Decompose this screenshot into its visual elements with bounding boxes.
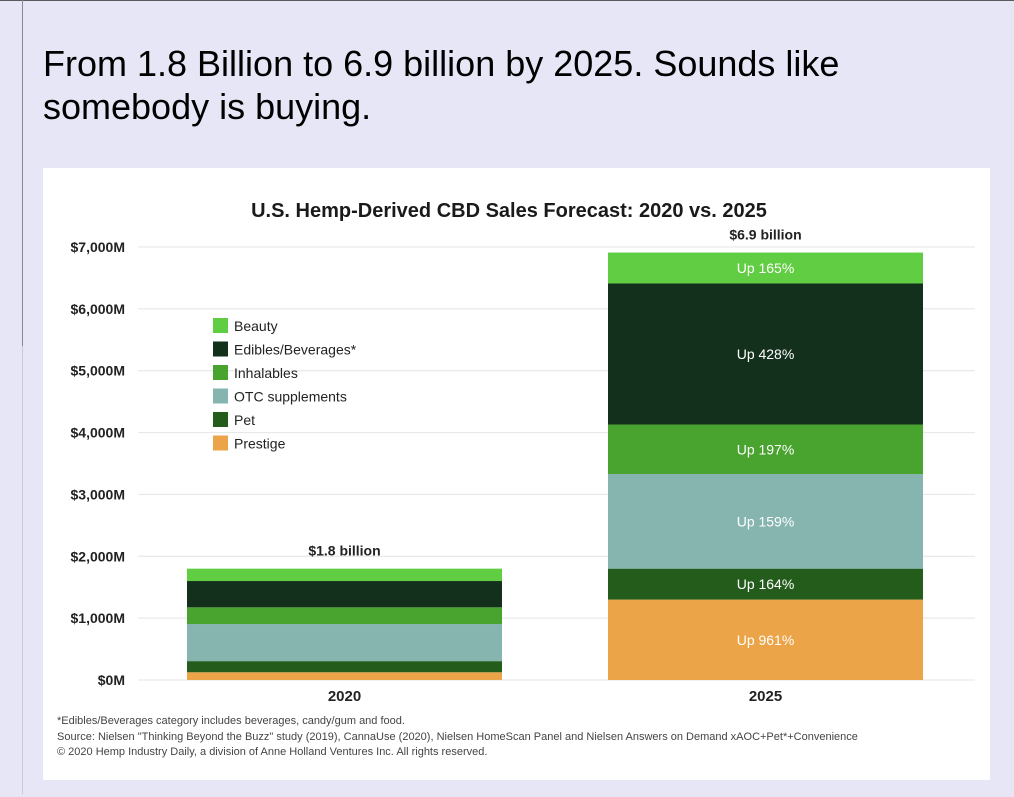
bar-total-label: $1.8 billion [308,543,380,559]
left-border [22,0,23,346]
legend-label: OTC supplements [234,389,347,405]
stacked-bar-chart: U.S. Hemp-Derived CBD Sales Forecast: 20… [71,200,975,705]
legend-swatch [213,318,228,333]
bar-segment [608,252,923,284]
bar-labels: $1.8 billion 2020 Up 961% Up 164% Up 159% Up … [308,227,801,705]
y-tick-label: $7,000M [71,239,125,255]
legend: Beauty Edibles/Beverages* Inhalables OTC su… [213,318,357,452]
footnote-source: Source: Nielsen "Thinking Beyond the Buz… [57,730,858,743]
legend-swatch [213,435,228,451]
x-category-label: 2020 [328,688,361,705]
bar-segment [187,672,502,680]
y-tick-label: $5,000M [71,363,125,379]
bar-segment [608,599,923,680]
top-border [0,0,1014,1]
bar-segment [187,568,502,582]
y-tick-label: $1,000M [71,610,125,626]
y-tick-label: $2,000M [71,548,125,564]
slide-title: From 1.8 Billion to 6.9 billion by 2025.… [43,43,840,127]
segment-label: Up 961% [737,632,795,648]
legend-label: Edibles/Beverages* [234,342,357,358]
footnotes: *Edibles/Beverages category includes bev… [57,714,982,761]
y-tick-label: $0M [98,672,125,688]
legend-label: Pet [234,412,255,428]
left-border-lower [22,346,23,797]
legend-swatch [213,388,228,404]
footnote-category: *Edibles/Beverages category includes bev… [57,715,405,727]
segment-label: Up 165% [737,260,795,276]
segment-label: Up 428% [737,346,795,362]
y-axis-ticks: $0M $1,000M $2,000M $3,000M $4,000M $5,000M $6… [71,239,125,688]
bar-segment [187,661,502,673]
y-tick-label: $6,000M [71,301,125,317]
legend-swatch [213,412,228,427]
legend-swatch [213,365,228,380]
legend-label: Inhalables [234,365,298,381]
footnote-copyright: © 2020 Hemp Industry Daily, a division o… [57,746,488,758]
bar-segment [608,568,923,600]
segment-label: Up 164% [737,576,795,592]
bar-total-label: $6.9 billion [729,227,801,243]
segment-label: Up 197% [737,441,795,457]
chart-title: U.S. Hemp-Derived CBD Sales Forecast: 20… [251,200,767,222]
legend-label: Beauty [234,318,278,334]
bottom-border [0,794,1014,797]
bar-segment [187,624,502,662]
bar-segment [608,283,923,425]
segment-label: Up 159% [737,513,795,529]
bar-segment [608,424,923,475]
x-category-label: 2025 [749,688,782,705]
legend-swatch [213,341,228,357]
y-tick-label: $3,000M [71,486,125,502]
bar-segment [608,474,923,569]
chart-card: U.S. Hemp-Derived CBD Sales Forecast: 20… [43,168,990,780]
bar-segment [187,581,502,608]
bars [187,252,923,680]
bar-segment [187,607,502,625]
y-tick-label: $4,000M [71,425,125,441]
legend-label: Prestige [234,436,286,452]
